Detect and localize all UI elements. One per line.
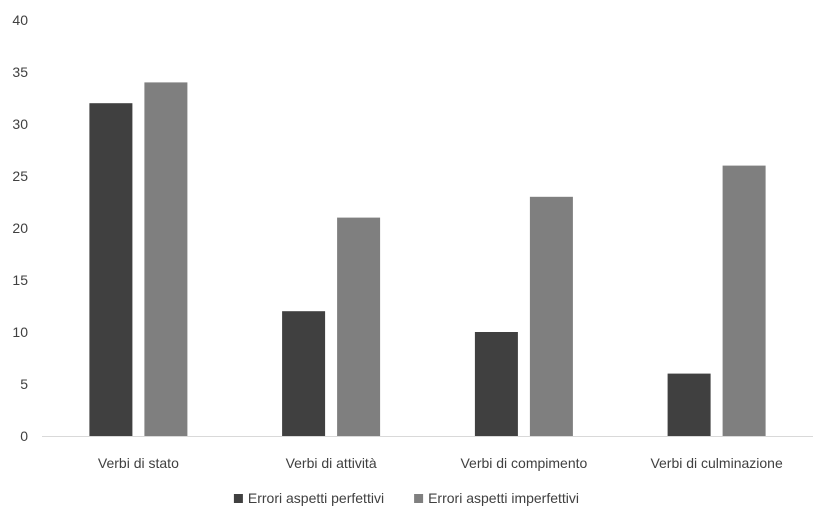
legend-swatch [233, 494, 243, 503]
bar-imperfettivi [337, 217, 381, 436]
bar-perfettivi [474, 332, 518, 436]
bar-imperfettivi [529, 196, 573, 436]
x-category-label: Verbi di attività [286, 455, 377, 471]
y-tick-label: 15 [12, 272, 28, 288]
y-tick-label: 35 [12, 64, 28, 80]
y-tick-label: 30 [12, 116, 28, 132]
legend-label: Errori aspetti perfettivi [248, 490, 384, 506]
category-labels: Verbi di stato Verbi di attività Verbi di … [98, 455, 783, 471]
y-tick-label: 25 [12, 168, 28, 184]
bar-imperfettivi [144, 82, 188, 437]
x-category-label: Verbi di culminazione [650, 455, 783, 471]
y-axis-ticks: 0 5 10 15 20 25 30 35 40 [12, 12, 28, 444]
bar-perfettivi [667, 373, 711, 436]
bar-perfettivi [282, 311, 326, 436]
y-tick-label: 0 [20, 428, 28, 444]
y-tick-label: 10 [12, 324, 28, 340]
x-category-label: Verbi di stato [98, 455, 179, 471]
y-tick-label: 20 [12, 220, 28, 236]
y-tick-label: 5 [20, 376, 28, 392]
y-tick-label: 40 [12, 12, 28, 28]
legend-swatch [414, 494, 424, 503]
bar-imperfettivi [722, 165, 766, 436]
bar-perfettivi [89, 103, 133, 436]
x-category-label: Verbi di compimento [460, 455, 587, 471]
bars [89, 82, 766, 437]
legend-label: Errori aspetti imperfettivi [428, 490, 579, 506]
legend: Errori aspetti perfettivi Errori aspetti … [233, 490, 579, 506]
